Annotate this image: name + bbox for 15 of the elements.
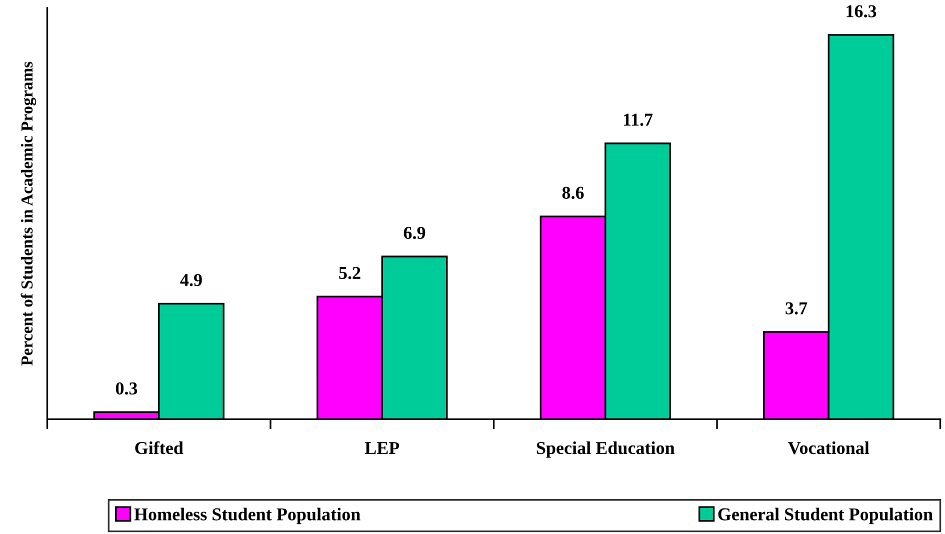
legend-label: Homeless Student Population	[134, 508, 360, 524]
data-label: 0.3	[116, 382, 138, 395]
y-axis-title: Percent of Students in Academic Programs	[20, 62, 36, 366]
x-tick-label: Vocational	[788, 441, 870, 454]
data-label: 5.2	[339, 266, 360, 280]
x-tick-label: Gifted	[135, 441, 184, 454]
x-tick-label: Special Education	[536, 441, 675, 458]
data-label: 11.7	[624, 114, 653, 126]
x-tick-label: LEP	[364, 442, 400, 454]
data-label: 3.7	[786, 302, 808, 314]
data-label: 6.9	[404, 226, 426, 240]
data-label: 8.6	[562, 186, 584, 199]
data-label: 4.9	[180, 274, 202, 286]
data-label: 16.3	[846, 5, 876, 18]
legend-label: General Student Population	[718, 508, 933, 524]
